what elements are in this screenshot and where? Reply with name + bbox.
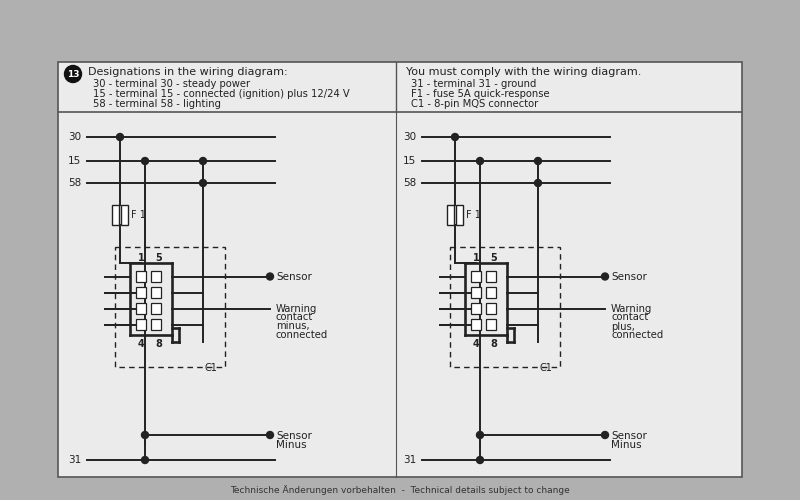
Circle shape xyxy=(534,158,542,164)
Bar xyxy=(151,303,161,314)
Bar xyxy=(447,205,454,225)
Text: 1: 1 xyxy=(138,253,145,263)
Circle shape xyxy=(142,432,149,438)
Circle shape xyxy=(602,273,609,280)
Circle shape xyxy=(477,456,483,464)
Circle shape xyxy=(451,134,458,140)
Bar xyxy=(486,319,496,330)
Text: contact: contact xyxy=(611,312,648,322)
Text: 31: 31 xyxy=(403,455,416,465)
Text: 15: 15 xyxy=(403,156,416,166)
Bar xyxy=(471,287,481,298)
Circle shape xyxy=(142,158,149,164)
Text: 5: 5 xyxy=(155,253,162,263)
Text: F 1: F 1 xyxy=(131,210,146,220)
Text: 30: 30 xyxy=(68,132,81,142)
Circle shape xyxy=(65,66,82,82)
Text: Minus: Minus xyxy=(611,440,642,450)
Text: connected: connected xyxy=(611,330,663,340)
Bar xyxy=(471,271,481,282)
Text: 31 - terminal 31 - ground: 31 - terminal 31 - ground xyxy=(411,79,536,89)
Circle shape xyxy=(266,432,274,438)
Text: 15 - terminal 15 - connected (ignition) plus 12/24 V: 15 - terminal 15 - connected (ignition) … xyxy=(93,89,350,99)
Text: 8: 8 xyxy=(490,339,497,349)
Text: 15: 15 xyxy=(68,156,82,166)
Text: F 1: F 1 xyxy=(466,210,481,220)
Bar xyxy=(136,319,146,330)
Text: connected: connected xyxy=(276,330,328,340)
Bar xyxy=(112,205,119,225)
Bar xyxy=(121,205,128,225)
Text: 4: 4 xyxy=(138,339,145,349)
Text: 58 - terminal 58 - lighting: 58 - terminal 58 - lighting xyxy=(93,99,221,109)
Bar xyxy=(456,205,463,225)
Circle shape xyxy=(117,134,123,140)
Bar xyxy=(450,247,560,367)
Text: Sensor: Sensor xyxy=(611,431,647,441)
Text: Sensor: Sensor xyxy=(276,431,312,441)
Bar xyxy=(58,62,742,477)
Bar xyxy=(136,271,146,282)
Circle shape xyxy=(266,273,274,280)
Circle shape xyxy=(534,180,542,186)
Circle shape xyxy=(142,456,149,464)
Bar xyxy=(151,319,161,330)
Text: Minus: Minus xyxy=(276,440,306,450)
Text: Sensor: Sensor xyxy=(276,272,312,281)
Text: F1 - fuse 5A quick-response: F1 - fuse 5A quick-response xyxy=(411,89,550,99)
Bar xyxy=(471,303,481,314)
Circle shape xyxy=(602,432,609,438)
Circle shape xyxy=(199,158,206,164)
Text: Technische Änderungen vorbehalten  -  Technical details subject to change: Technische Änderungen vorbehalten - Tech… xyxy=(230,485,570,495)
Text: 58: 58 xyxy=(403,178,416,188)
Text: C1 - 8-pin MQS connector: C1 - 8-pin MQS connector xyxy=(411,99,538,109)
Circle shape xyxy=(199,180,206,186)
Bar xyxy=(151,287,161,298)
Bar xyxy=(471,319,481,330)
Bar xyxy=(136,303,146,314)
Circle shape xyxy=(477,158,483,164)
Text: 13: 13 xyxy=(66,70,79,79)
Text: 30 - terminal 30 - steady power: 30 - terminal 30 - steady power xyxy=(93,79,250,89)
Bar xyxy=(136,287,146,298)
Bar xyxy=(486,303,496,314)
Bar xyxy=(151,271,161,282)
Text: 8: 8 xyxy=(155,339,162,349)
Bar xyxy=(486,271,496,282)
Text: 31: 31 xyxy=(68,455,82,465)
Text: 1: 1 xyxy=(473,253,480,263)
Bar xyxy=(115,247,225,367)
Bar xyxy=(486,287,496,298)
Text: Warning: Warning xyxy=(276,304,318,314)
Text: C1: C1 xyxy=(204,363,217,373)
Circle shape xyxy=(477,432,483,438)
Text: minus,: minus, xyxy=(276,322,310,332)
Text: 58: 58 xyxy=(68,178,82,188)
Text: C1: C1 xyxy=(539,363,552,373)
Text: plus,: plus, xyxy=(611,322,635,332)
Text: Sensor: Sensor xyxy=(611,272,647,281)
Text: You must comply with the wiring diagram.: You must comply with the wiring diagram. xyxy=(406,67,642,77)
Text: 30: 30 xyxy=(403,132,416,142)
Text: 4: 4 xyxy=(473,339,480,349)
Text: Warning: Warning xyxy=(611,304,652,314)
Text: Designations in the wiring diagram:: Designations in the wiring diagram: xyxy=(88,67,288,77)
Text: 5: 5 xyxy=(490,253,497,263)
Text: contact: contact xyxy=(276,312,314,322)
